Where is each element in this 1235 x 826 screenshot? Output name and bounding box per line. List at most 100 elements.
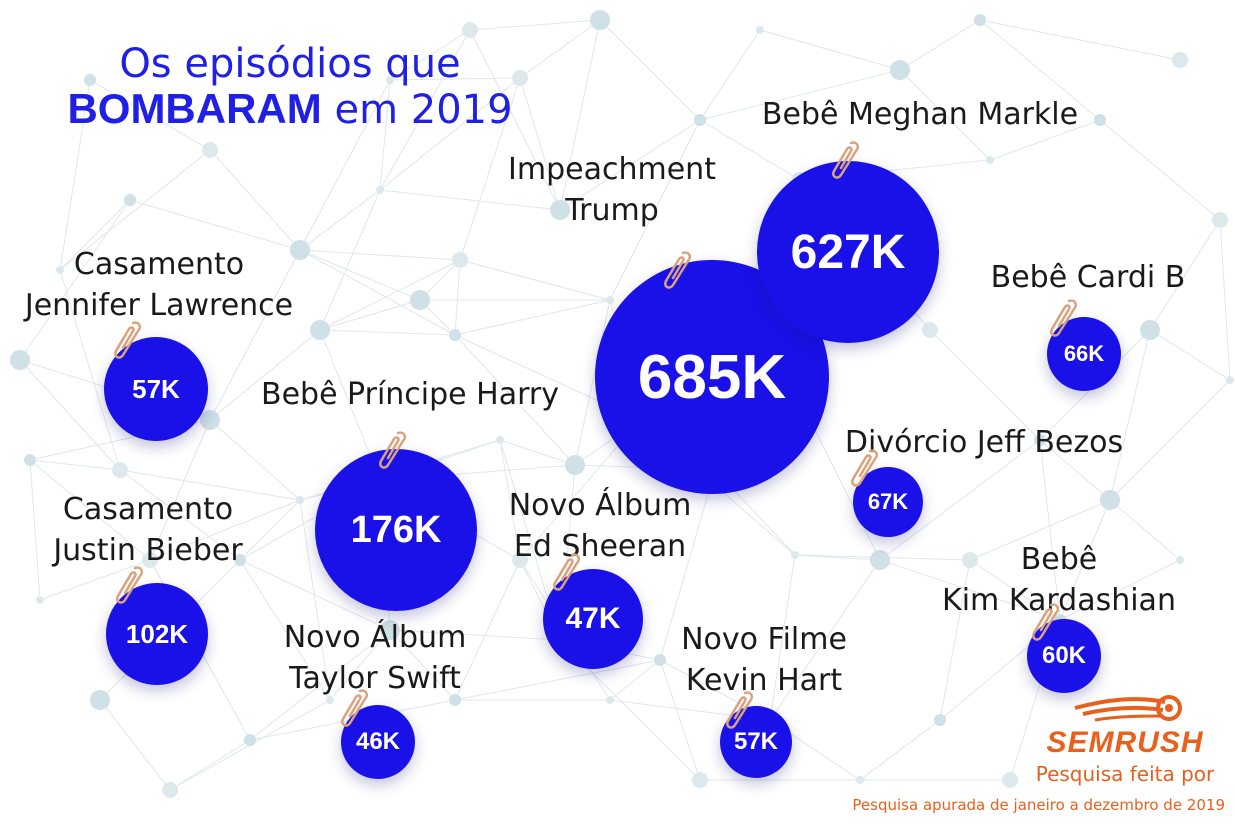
network-line	[19, 359, 121, 471]
network-node	[1212, 212, 1228, 228]
network-node	[410, 290, 430, 310]
network-node	[496, 436, 504, 444]
bubble-label-line: Divórcio Jeff Bezos	[844, 425, 1124, 460]
network-line	[89, 79, 211, 151]
bubble-value: 57K	[132, 373, 180, 404]
network-node	[462, 22, 478, 38]
network-node	[296, 496, 304, 504]
network-line	[989, 119, 1101, 161]
bubble-label: Novo Álbum Ed Sheeran	[509, 486, 692, 567]
network-line	[99, 699, 171, 791]
network-line	[609, 659, 661, 701]
bubble: 66K	[1047, 317, 1121, 391]
network-line	[459, 259, 611, 301]
bubble-label-line: Bebê Meghan Markle	[761, 97, 1079, 132]
network-node	[1094, 114, 1106, 126]
network-node	[244, 734, 256, 746]
network-line	[979, 19, 1101, 121]
bubble: 47K	[543, 569, 643, 669]
network-line	[129, 199, 301, 251]
title-bold: BOMBARAM	[67, 85, 322, 132]
network-line	[699, 29, 761, 121]
bubble-label-line: Novo Filme	[681, 622, 847, 657]
network-node	[386, 76, 394, 84]
bubble-label: Casamento Jennifer Lawrence	[25, 245, 293, 326]
bubble-label: Divórcio Jeff Bezos	[845, 423, 1123, 464]
paperclip-icon	[726, 691, 754, 729]
bubble: 102K	[106, 583, 208, 685]
network-line	[389, 29, 471, 81]
network-line	[454, 299, 611, 336]
network-node	[922, 322, 938, 338]
network-line	[299, 249, 421, 301]
network-line	[389, 629, 561, 641]
network-line	[1149, 219, 1221, 331]
bubble-label-line: Justin Bieber	[53, 532, 243, 568]
network-node	[449, 329, 461, 341]
paperclip-icon	[1050, 299, 1078, 337]
network-line	[1149, 329, 1231, 381]
network-node	[550, 200, 570, 220]
network-line	[469, 19, 601, 31]
network-node	[142, 552, 158, 568]
network-line	[499, 439, 576, 466]
network-node	[565, 455, 585, 475]
network-line	[699, 69, 901, 121]
network-node	[692, 772, 708, 788]
network-line	[319, 329, 456, 336]
network-node	[1100, 490, 1120, 510]
bubble-label-line: Ed Sheeran	[513, 528, 687, 564]
network-line	[969, 499, 1111, 561]
network-node	[310, 320, 330, 340]
bubble-label-line: Impeachment	[508, 152, 716, 187]
bubble-label: Novo Álbum Taylor Swift	[284, 618, 467, 699]
bubble-value: 47K	[565, 602, 621, 635]
network-node	[512, 552, 528, 568]
network-line	[519, 19, 601, 79]
network-line	[239, 499, 301, 561]
bubble-label-line: Trump	[565, 192, 659, 228]
network-line	[559, 19, 601, 211]
network-node	[202, 142, 218, 158]
fireball-icon	[1074, 695, 1182, 722]
bubble-label-line: Casamento	[62, 492, 234, 527]
network-line	[379, 79, 391, 191]
bubble-label: Novo Filme Kevin Hart	[681, 620, 847, 701]
network-line	[329, 629, 391, 701]
bubble: 57K	[104, 337, 208, 441]
bubble-label-line: Bebê	[1020, 542, 1098, 577]
bubble-label-line: Jennifer Lawrence	[24, 287, 294, 323]
network-line	[389, 77, 521, 81]
network-node	[890, 60, 910, 80]
network-node	[234, 554, 246, 566]
network-node	[590, 10, 610, 30]
network-node	[1172, 52, 1188, 68]
network-line	[879, 559, 1061, 621]
bubble-value: 176K	[350, 508, 442, 551]
footnote: Pesquisa apurada de janeiro a dezembro d…	[852, 796, 1225, 814]
network-line	[454, 334, 576, 466]
network-node	[376, 186, 384, 194]
network-line	[1219, 219, 1231, 381]
paperclip-icon	[832, 141, 860, 179]
network-node	[200, 410, 220, 430]
network-line	[239, 559, 391, 631]
network-line	[574, 299, 611, 466]
network-line	[519, 77, 561, 211]
network-node	[986, 156, 994, 164]
network-node	[449, 694, 461, 706]
network-line	[969, 559, 1061, 621]
network-line	[169, 739, 251, 791]
network-line	[899, 69, 991, 161]
network-node	[606, 696, 614, 704]
network-node	[934, 714, 946, 726]
paperclip-icon	[1032, 603, 1060, 641]
network-node	[36, 596, 44, 604]
semrush-logo: SEMRUSH	[1040, 690, 1210, 760]
paperclip-icon	[114, 321, 142, 359]
network-line	[859, 719, 941, 781]
network-line	[1099, 119, 1221, 221]
paperclip-icon	[664, 251, 692, 289]
bubble: 46K	[341, 705, 415, 779]
network-line	[939, 559, 971, 721]
